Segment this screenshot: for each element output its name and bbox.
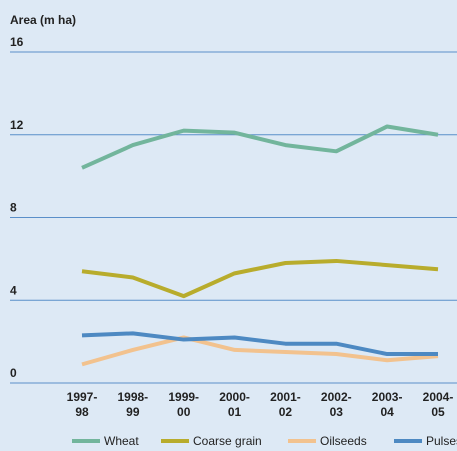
legend-label: Pulses xyxy=(426,434,457,448)
x-tick-label: 1999- 00 xyxy=(168,390,200,419)
legend-label: Coarse grain xyxy=(193,434,262,448)
series-line xyxy=(81,258,439,299)
y-tick-label: 8 xyxy=(10,201,17,215)
series-line xyxy=(81,124,439,170)
legend-label: Wheat xyxy=(104,434,139,448)
series-line xyxy=(81,335,439,367)
x-tick-label: 2002- 03 xyxy=(320,390,352,419)
y-tick-label: 16 xyxy=(10,35,24,49)
y-tick-label: 12 xyxy=(10,118,24,132)
legend-label: Oilseeds xyxy=(320,434,367,448)
x-tick-label: 1997- 98 xyxy=(66,390,98,419)
y-tick-label: 4 xyxy=(10,283,17,297)
x-tick-label: 2000- 01 xyxy=(219,390,250,419)
y-axis-label: Area (m ha) xyxy=(10,13,76,27)
x-tick-label: 2001- 02 xyxy=(270,390,301,419)
y-tick-label: 0 xyxy=(10,366,17,380)
x-tick-label: 1998- 99 xyxy=(117,390,149,419)
series-line xyxy=(81,331,438,357)
x-tick-label: 2004- 05 xyxy=(422,390,454,419)
x-tick-label: 2003- 04 xyxy=(371,390,403,419)
